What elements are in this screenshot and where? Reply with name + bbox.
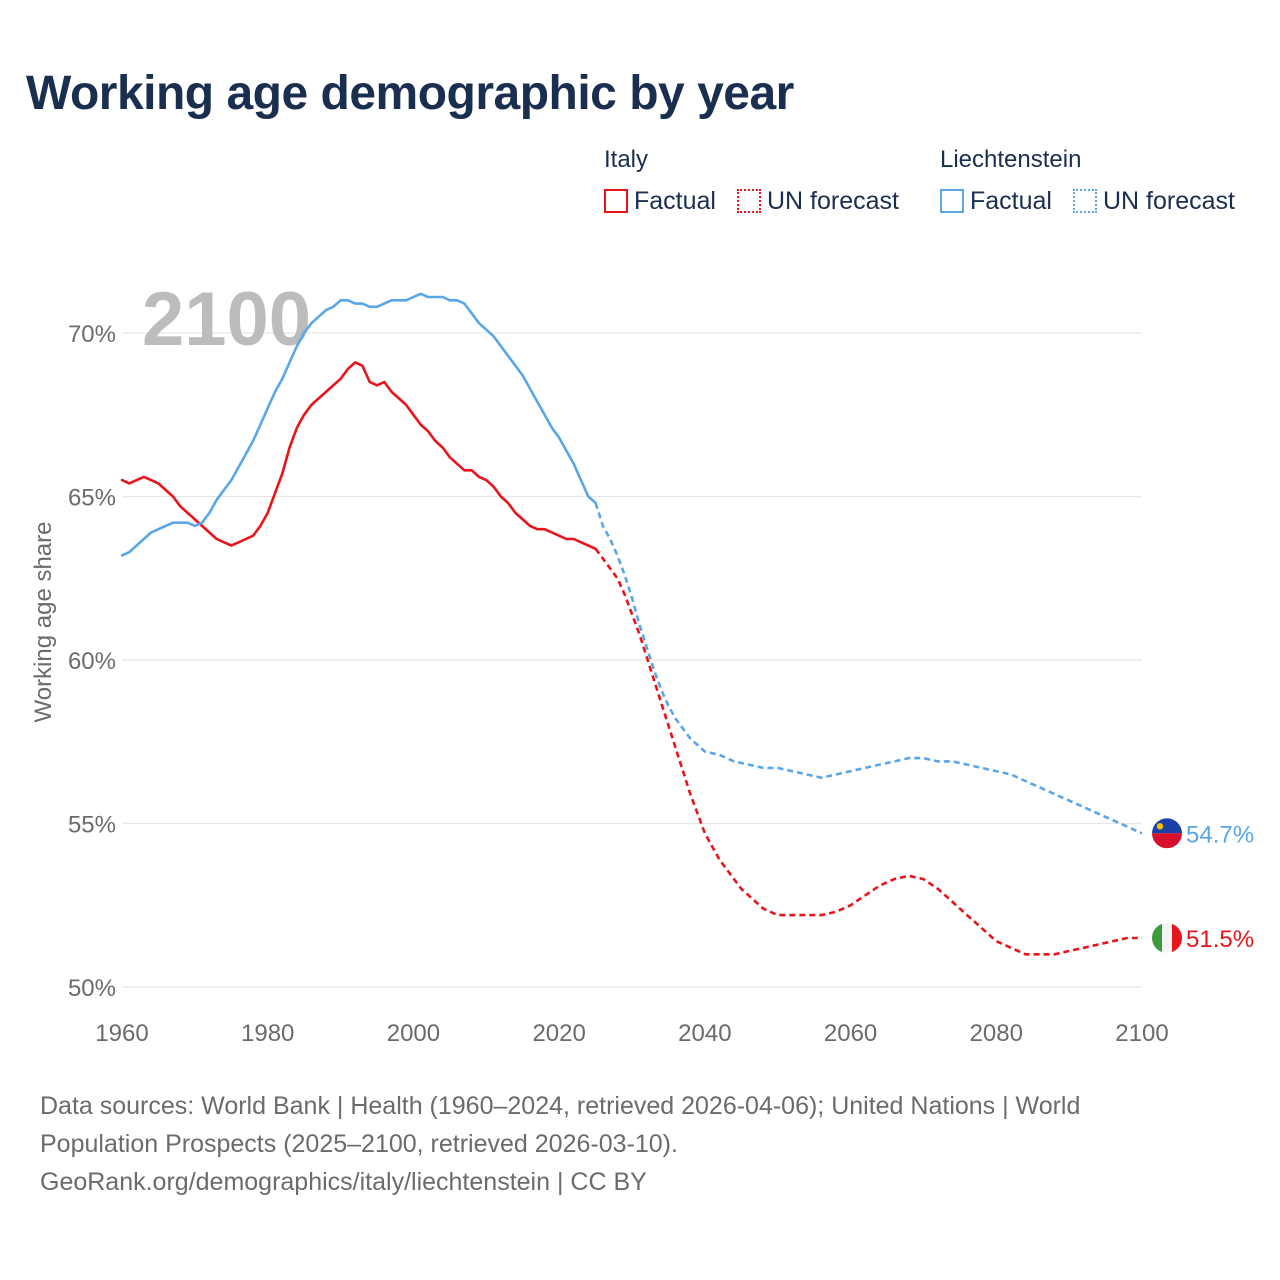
x-axis-ticks: 1960 1980 2000 2020 2040 2060 2080 2100	[95, 1020, 1168, 1047]
y-axis-ticks: 50% 55% 60% 65% 70%	[68, 321, 116, 1002]
y-tick-label: 60%	[68, 648, 116, 675]
liechtenstein-factual-line	[120, 292, 597, 557]
legend-liechtenstein-forecast[interactable]: UN forecast	[1073, 186, 1235, 216]
italy-flag-icon	[1152, 922, 1182, 953]
flag-stripe	[1152, 922, 1162, 953]
flag-stripe	[1152, 818, 1182, 834]
legend-label: UN forecast	[1103, 186, 1235, 215]
flag-stripe	[1162, 922, 1172, 953]
legend-swatch-liechtenstein-factual	[940, 189, 964, 213]
end-markers: 51.5% 54.7%	[1152, 818, 1254, 953]
y-axis-label: Working age share	[30, 522, 57, 723]
x-tick-label: 1980	[241, 1020, 294, 1047]
legend-swatch-italy-forecast	[737, 189, 761, 213]
legend-italy-forecast[interactable]: UN forecast	[737, 186, 899, 216]
liechtenstein-forecast-line	[594, 502, 1143, 835]
footer-sources: Data sources: World Bank | Health (1960–…	[40, 1087, 1220, 1201]
x-tick-label: 2020	[532, 1020, 585, 1047]
series-lines	[120, 292, 1143, 956]
legend-italy-factual[interactable]: Factual	[604, 186, 716, 216]
legend-group-liechtenstein: Liechtenstein	[940, 146, 1082, 173]
flag-stripe	[1152, 833, 1182, 849]
working-age-chart: 50% 55% 60% 65% 70% 1960 1980 2000 2020 2040 2060…	[30, 277, 1254, 1047]
y-tick-label: 70%	[68, 321, 116, 348]
legend-label: Factual	[634, 186, 716, 215]
liechtenstein-flag-icon	[1152, 818, 1182, 849]
year-watermark: 2100	[142, 277, 311, 362]
liechtenstein-end-value: 54.7%	[1186, 821, 1254, 848]
flag-crown	[1156, 823, 1164, 830]
legend-label: Factual	[970, 186, 1052, 215]
gridlines	[122, 332, 1142, 988]
legend-liechtenstein-factual[interactable]: Factual	[940, 186, 1052, 216]
footer-line-1: Data sources: World Bank | Health (1960–…	[40, 1092, 1081, 1120]
italy-factual-line	[120, 361, 597, 551]
x-tick-label: 2060	[824, 1020, 877, 1047]
x-tick-label: 2040	[678, 1020, 731, 1047]
legend-swatch-italy-factual	[604, 189, 628, 213]
x-tick-label: 2000	[387, 1020, 440, 1047]
x-tick-label: 2100	[1115, 1020, 1168, 1047]
italy-forecast-line	[594, 548, 1142, 956]
y-tick-label: 65%	[68, 485, 116, 512]
y-tick-label: 50%	[68, 975, 116, 1002]
footer-line-3: GeoRank.org/demographics/italy/liechtens…	[40, 1168, 647, 1196]
legend-swatch-liechtenstein-forecast	[1073, 189, 1097, 213]
y-tick-label: 55%	[68, 812, 116, 839]
flag-stripe	[1172, 922, 1182, 953]
italy-end-value: 51.5%	[1186, 926, 1254, 953]
legend-label: UN forecast	[767, 186, 899, 215]
page-title: Working age demographic by year	[26, 67, 794, 120]
x-tick-label: 1960	[95, 1020, 148, 1047]
footer-line-2: Population Prospects (2025–2100, retriev…	[40, 1130, 678, 1158]
x-tick-label: 2080	[970, 1020, 1023, 1047]
legend-group-italy: Italy	[604, 146, 649, 173]
